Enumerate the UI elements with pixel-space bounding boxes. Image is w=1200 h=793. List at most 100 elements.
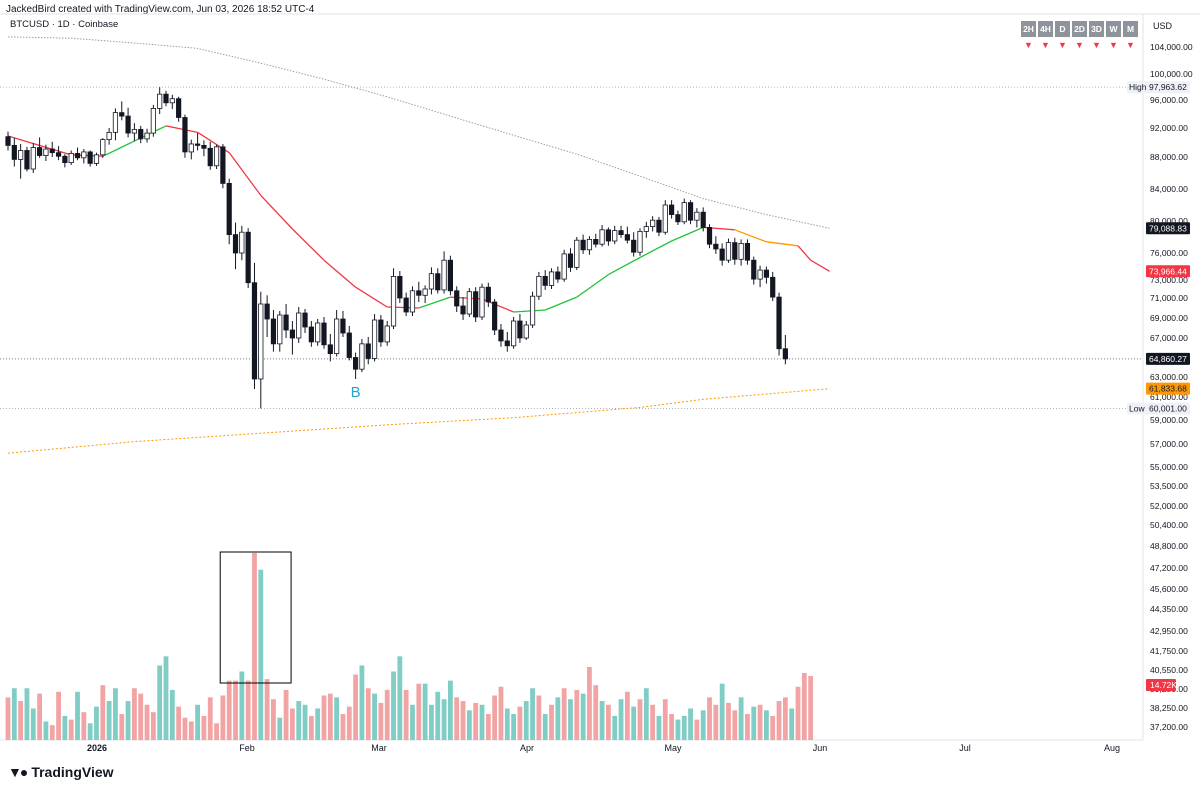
timeframe-d-button[interactable]: D <box>1055 21 1070 37</box>
ema-segment <box>639 240 672 259</box>
volume-bar <box>353 674 358 740</box>
price-axis-tick: 96,000.00 <box>1150 95 1188 105</box>
volume-bar <box>631 706 637 740</box>
volume-bar <box>119 714 125 740</box>
volume-bar <box>106 701 112 740</box>
price-label-prefix: Low <box>1129 403 1145 413</box>
candle-body <box>302 312 308 328</box>
volume-bar <box>466 710 472 740</box>
price-axis-tick: 63,000.00 <box>1150 372 1188 382</box>
timeframe-m-button[interactable]: M <box>1123 21 1138 37</box>
price-axis-tick: 50,400.00 <box>1150 520 1188 530</box>
volume-bar <box>37 693 42 740</box>
ema-segment <box>576 274 609 298</box>
candle-body <box>656 219 662 233</box>
candle-body <box>251 282 258 380</box>
candle-body <box>131 129 137 134</box>
candle-body <box>43 148 49 156</box>
volume-bar <box>75 691 80 740</box>
price-label-box <box>1146 382 1190 395</box>
timeframe-w-button[interactable]: W <box>1106 21 1121 37</box>
volume-bar <box>163 656 169 740</box>
volume-label-box <box>1146 679 1176 691</box>
volume-bar <box>656 715 662 740</box>
candle-body <box>258 303 264 380</box>
time-axis-label: Jul <box>959 743 971 753</box>
timeframe-3d-button[interactable]: 3D <box>1089 21 1104 37</box>
volume-bar <box>523 701 529 740</box>
volume-bar <box>770 715 776 740</box>
candle-body <box>435 273 441 291</box>
candle-body <box>593 238 599 245</box>
candle-body <box>536 275 542 297</box>
volume-bar <box>18 701 24 740</box>
price-axis-tick: 104,000.00 <box>1150 42 1193 52</box>
candle-body <box>574 239 580 268</box>
volume-bar <box>100 685 106 740</box>
currency-label[interactable]: USD <box>1153 21 1173 31</box>
timeframe-signals: ▼ ▼ ▼ ▼ ▼ ▼ ▼ <box>1021 40 1138 50</box>
candle-body <box>454 290 460 307</box>
volume-bar <box>296 701 302 740</box>
volume-bar <box>5 697 11 740</box>
volume-bar <box>271 699 276 740</box>
candle-body <box>188 143 194 153</box>
volume-bar <box>239 671 245 740</box>
timeframe-2h-button[interactable]: 2H <box>1021 21 1036 37</box>
candle-body <box>315 322 321 343</box>
candle-body <box>49 148 55 154</box>
candle-body <box>529 295 536 326</box>
volume-bar <box>245 680 251 740</box>
volume-bar <box>150 712 156 740</box>
price-axis-tick: 67,000.00 <box>1150 333 1188 343</box>
volume-bar <box>68 719 74 740</box>
volume-bar <box>94 706 99 740</box>
price-label-text: 64,860.27 <box>1149 354 1187 364</box>
candle-body <box>81 151 87 159</box>
volume-highlight-box <box>219 551 292 684</box>
timeframe-2d-button[interactable]: 2D <box>1072 21 1087 37</box>
volume-bar <box>416 683 422 740</box>
volume-bar <box>87 723 93 740</box>
candle-body <box>586 238 593 251</box>
volume-bar <box>574 689 580 740</box>
volume-bar <box>801 673 807 740</box>
candle-body <box>384 325 390 343</box>
candle-series <box>5 87 788 409</box>
candle-body <box>201 144 207 149</box>
candle-body <box>226 182 232 235</box>
volume-bar <box>359 665 365 740</box>
volume-bar <box>732 710 738 740</box>
volume-bar <box>391 671 396 740</box>
price-label-text: 61,833.68 <box>1149 384 1187 394</box>
tradingview-logo[interactable]: ▼● TradingView <box>8 764 114 780</box>
candle-body <box>93 154 100 164</box>
candle-body <box>650 219 656 227</box>
candle-body <box>220 146 226 184</box>
tradingview-logo-icon: ▼● <box>8 764 28 780</box>
candle-body <box>713 243 719 250</box>
timeframe-4h-button[interactable]: 4H <box>1038 21 1053 37</box>
volume-bar <box>675 719 681 740</box>
candle-body <box>504 340 510 347</box>
attribution: JackedBird created with TradingView.com,… <box>6 4 315 15</box>
candle-body <box>460 305 466 315</box>
volume-bar <box>498 686 504 740</box>
candle-body <box>681 202 687 223</box>
candle-body <box>18 150 24 160</box>
volume-bar <box>561 688 567 740</box>
price-label-box <box>1146 222 1190 235</box>
symbol-title[interactable]: BTCUSD · 1D · Coinbase <box>10 19 119 30</box>
candle-body <box>744 242 751 261</box>
volume-bar <box>188 721 194 740</box>
volume-bar <box>688 708 693 740</box>
price-label-prefix: High <box>1129 82 1147 92</box>
volume-bar <box>435 691 441 740</box>
candle-body <box>182 117 188 153</box>
candle-body <box>150 108 156 134</box>
ema-segment <box>766 241 799 247</box>
candle-body <box>68 152 74 163</box>
ema-segment <box>797 245 812 261</box>
volume-bar <box>378 702 384 740</box>
